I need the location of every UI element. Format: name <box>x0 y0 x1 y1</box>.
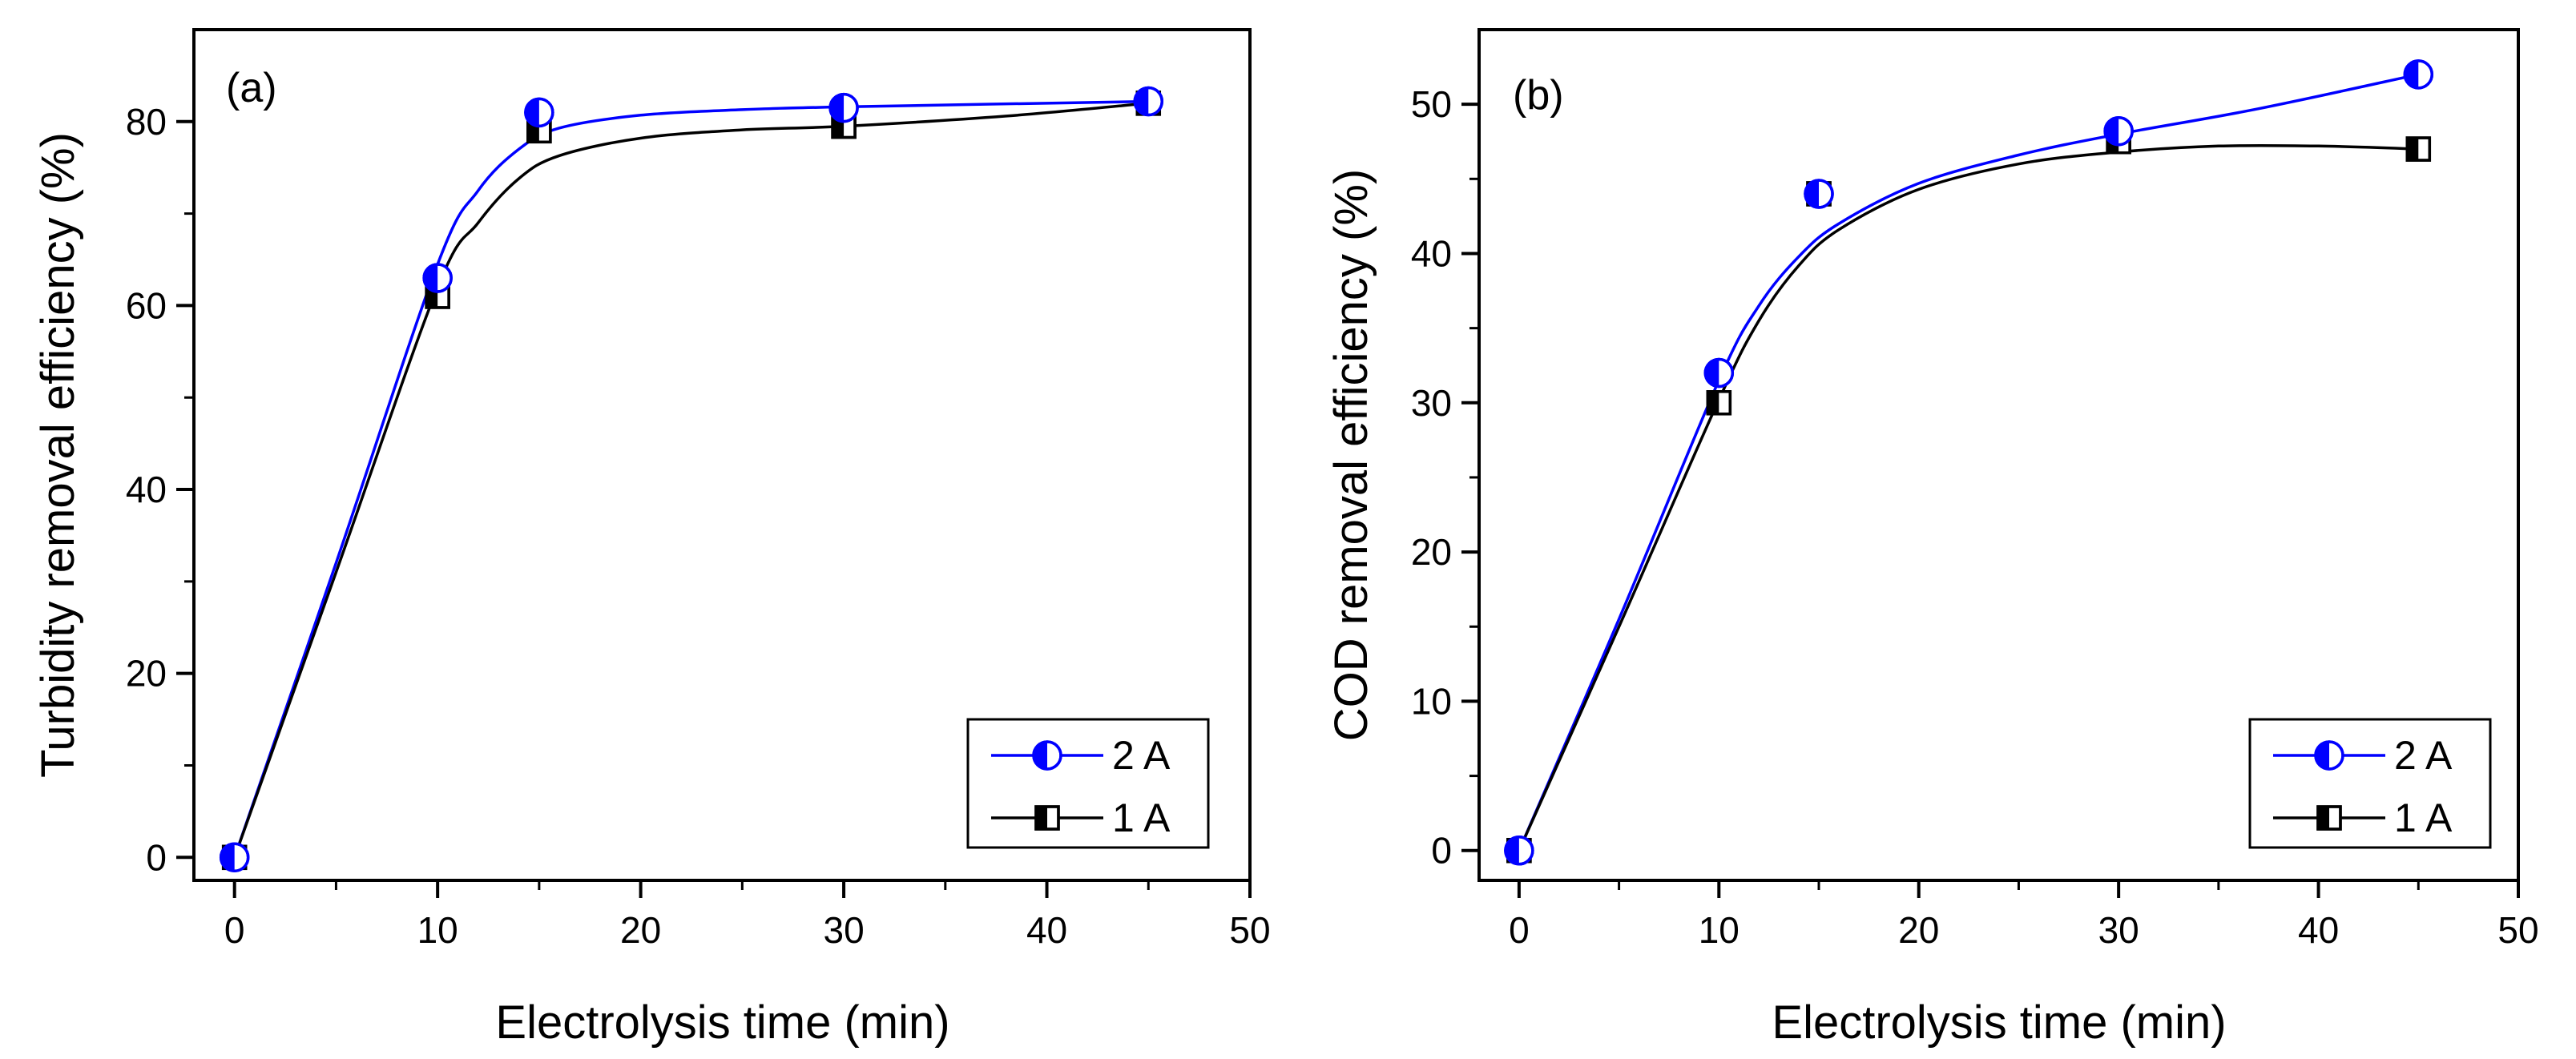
panel-b-label: (b) <box>1513 72 1564 119</box>
panel-b-y-tick-label: 50 <box>1411 83 1452 125</box>
panel-b-point-2a <box>2103 115 2134 147</box>
panel-b-cod: 0 10 20 30 40 50 0 10 20 30 40 50 (b) Electrolysis… <box>1325 28 2539 1049</box>
panel-a-x-axis-title: Electrolysis time (min) <box>495 997 949 1049</box>
panel-a-turbidity: 0 10 20 30 40 50 0 20 40 60 80 (a) Electrolysis t… <box>32 28 1271 1049</box>
panel-a-point-2a <box>219 842 250 873</box>
panel-a-legend-sample-1a <box>991 805 1103 831</box>
panel-b-x-tick-label: 50 <box>2497 909 2538 951</box>
panel-a-legend: 2 A 1 A <box>966 718 1210 849</box>
panel-b-x-tick-label: 40 <box>2298 909 2339 951</box>
panel-a-x-tick-label: 10 <box>417 909 458 951</box>
panel-a-x-tick-label: 40 <box>1026 909 1067 951</box>
panel-b-y-axis-title: COD removal efficiency (%) <box>1325 169 1377 741</box>
panel-a-y-tick-label: 20 <box>126 653 167 695</box>
panel-b-legend-marker <box>2316 805 2342 831</box>
panel-b-point-1a <box>1706 390 1732 416</box>
panel-a-plot-frame <box>192 28 1252 882</box>
panel-b-y-tick-label: 40 <box>1411 232 1452 274</box>
panel-b-y-tick-label: 20 <box>1411 531 1452 573</box>
panel-a-point-2a <box>524 97 554 128</box>
panel-a-legend-box <box>966 718 1210 849</box>
panel-b-x-tick-label: 20 <box>1898 909 1939 951</box>
panel-a-point-2a <box>828 92 859 123</box>
panel-b-point-1a <box>2405 136 2432 162</box>
panel-a-y-tick-label: 40 <box>126 469 167 510</box>
panel-a-x-ticks: 0 10 20 30 40 50 <box>224 880 1271 951</box>
panel-b-legend: 2 A 1 A <box>2248 718 2492 849</box>
panel-a-legend-marker <box>1034 805 1060 831</box>
panel-b-legend-sample-2a <box>2273 740 2385 771</box>
panel-b-legend-sample-1a <box>2273 805 2385 831</box>
panel-a-markers <box>219 86 1164 873</box>
panel-b-legend-label-2a: 2 A <box>2394 733 2453 778</box>
panel-b-y-ticks: 0 10 20 30 40 50 <box>1411 83 1479 872</box>
panel-a-legend-label-1a: 1 A <box>1112 795 1171 840</box>
panel-b-plot-frame <box>1477 28 2520 882</box>
panel-b-y-tick-label: 30 <box>1411 382 1452 424</box>
panel-b-curve-1a <box>1518 143 2419 852</box>
panel-a-curve-1a <box>233 102 1149 858</box>
panel-b-point-2a <box>1504 835 1534 866</box>
panel-b-x-tick-label: 0 <box>1509 909 1530 951</box>
panel-b-y-tick-label: 0 <box>1431 830 1452 872</box>
panel-b-markers <box>1504 59 2434 866</box>
panel-a-y-axis-title: Turbidity removal efficiency (%) <box>32 132 84 778</box>
panel-b-x-axis-title: Electrolysis time (min) <box>1772 997 2226 1049</box>
panel-b-y-tick-label: 10 <box>1411 680 1452 722</box>
panel-b-x-ticks: 0 10 20 30 40 50 <box>1509 880 2539 951</box>
panel-b-curves <box>1518 73 2419 852</box>
panel-b-curve-2a <box>1518 73 2419 852</box>
panel-a-y-tick-label: 0 <box>146 836 167 878</box>
panel-a-point-2a <box>422 263 453 293</box>
panel-b-point-2a <box>1703 357 1735 389</box>
panel-a-legend-marker <box>1032 740 1062 771</box>
panel-b-legend-marker <box>2314 740 2344 771</box>
panel-a-x-tick-label: 20 <box>620 909 661 951</box>
panel-a-y-ticks: 0 20 40 60 80 <box>126 101 194 878</box>
panel-b-legend-box <box>2248 718 2492 849</box>
panel-b-x-tick-label: 30 <box>2098 909 2139 951</box>
panel-a-point-2a <box>1133 86 1164 117</box>
panel-a-y-tick-label: 60 <box>126 284 167 326</box>
panel-a-x-tick-label: 30 <box>823 909 864 951</box>
panel-b-point-2a <box>2403 59 2434 90</box>
panel-b-legend-label-1a: 1 A <box>2394 795 2453 840</box>
panel-a-x-tick-label: 50 <box>1229 909 1270 951</box>
panel-a-x-tick-label: 0 <box>224 909 245 951</box>
panel-b-point-2a <box>1804 179 1834 209</box>
panel-a-label: (a) <box>226 65 277 111</box>
panel-b-x-tick-label: 10 <box>1699 909 1740 951</box>
panel-a-legend-sample-2a <box>991 740 1103 771</box>
panel-a-legend-label-2a: 2 A <box>1112 733 1171 778</box>
panel-a-y-tick-label: 80 <box>126 101 167 143</box>
